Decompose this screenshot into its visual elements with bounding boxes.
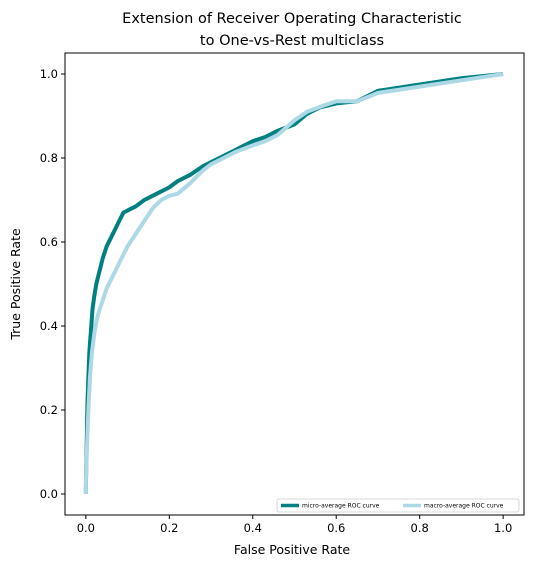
x-tick-label: 0.2 <box>160 521 178 535</box>
x-tick-label: 0.8 <box>411 521 429 535</box>
series-layer <box>83 72 504 494</box>
chart-title-line2: to One-vs-Rest multiclass <box>200 33 384 49</box>
y-tick-label: 0.8 <box>40 151 58 165</box>
axis-ticks: 0.0 0.2 0.4 0.6 0.8 1.0 0.0 0.2 0.4 0.6 0.8 1.0 <box>40 67 513 535</box>
x-tick-label: 0.0 <box>77 521 95 535</box>
y-tick-label: 0.0 <box>40 487 58 501</box>
macro-average-roc-line <box>83 72 504 494</box>
y-tick-label: 0.6 <box>40 235 58 249</box>
micro-average-roc-line <box>83 72 504 494</box>
legend: micro-average ROC curve macro-average RO… <box>276 498 520 513</box>
plot-area <box>64 52 525 516</box>
y-tick-label: 1.0 <box>40 67 58 81</box>
legend-box <box>276 498 520 513</box>
x-tick-label: 0.6 <box>327 521 345 535</box>
y-axis-label: True Positive Rate <box>8 228 23 341</box>
legend-label-macro: macro-average ROC curve <box>424 503 504 510</box>
y-tick-label: 0.4 <box>40 319 58 333</box>
x-tick-label: 1.0 <box>494 521 512 535</box>
x-tick-label: 0.4 <box>244 521 262 535</box>
y-tick-label: 0.2 <box>40 403 58 417</box>
chart-title-line1: Extension of Receiver Operating Characte… <box>122 11 462 27</box>
x-axis-label: False Positive Rate <box>234 542 350 557</box>
legend-label-micro: micro-average ROC curve <box>302 503 380 510</box>
